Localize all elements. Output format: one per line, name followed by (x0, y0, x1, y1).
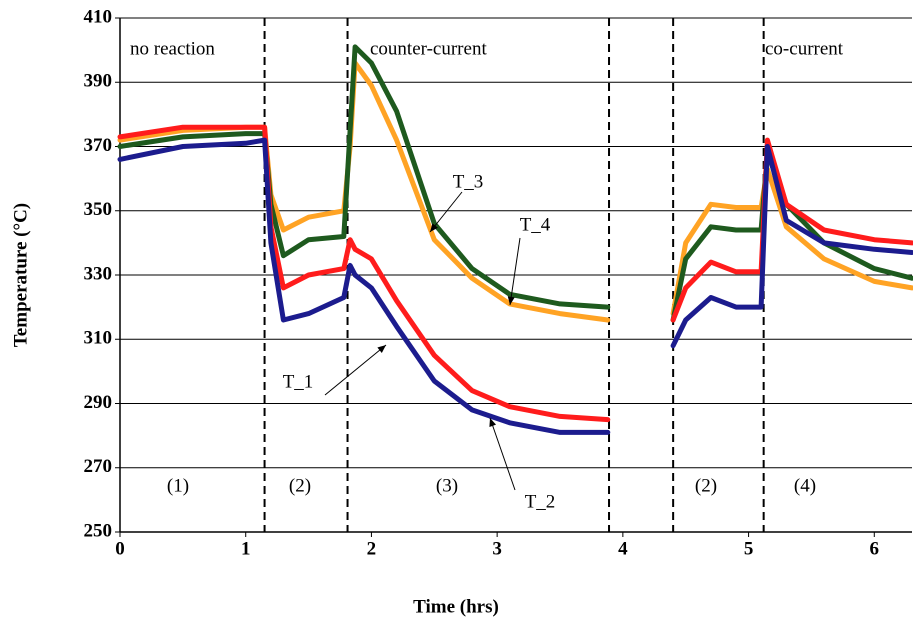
series-line (117, 60, 913, 323)
x-tick-label: 2 (367, 538, 377, 559)
phase-label: (1) (167, 475, 189, 496)
callout-arrowhead (489, 418, 497, 427)
phase-label: (2) (289, 475, 311, 496)
callout-line (429, 191, 463, 233)
x-tick-label: 0 (115, 538, 125, 559)
callout-arrowhead (507, 296, 515, 305)
series-label: T_3 (453, 171, 484, 192)
y-tick-label: 390 (84, 71, 113, 92)
x-axis-label: Time (hrs) (413, 596, 499, 617)
series-label: T_2 (525, 491, 556, 512)
series-label: T_4 (520, 214, 551, 235)
phase-label: (4) (794, 475, 816, 496)
x-tick-label: 1 (241, 538, 251, 559)
annotation: no reaction (130, 38, 215, 59)
callout-arrowhead (377, 345, 386, 353)
x-tick-label: 4 (618, 538, 628, 559)
y-tick-label: 330 (84, 263, 113, 284)
x-tick-label: 6 (870, 538, 880, 559)
callout-line (324, 344, 387, 396)
series-line (117, 124, 913, 423)
x-tick-label: 5 (744, 538, 754, 559)
callout-line (509, 237, 521, 306)
phase-label: (3) (436, 475, 458, 496)
series-line (117, 137, 913, 435)
y-tick-label: 310 (84, 328, 113, 349)
phase-label: (2) (695, 475, 717, 496)
callout-line (489, 417, 516, 491)
annotation: co-current (765, 38, 844, 59)
x-tick-label: 3 (492, 538, 502, 559)
callout-arrowhead (430, 223, 438, 232)
y-tick-label: 410 (84, 6, 113, 27)
y-tick-label: 350 (84, 199, 113, 220)
series-line (117, 44, 913, 323)
y-tick-label: 370 (84, 135, 113, 156)
y-tick-label: 270 (84, 456, 113, 477)
series-label: T_1 (283, 371, 314, 392)
annotation: counter-current (370, 38, 487, 59)
y-tick-label: 290 (84, 392, 113, 413)
y-axis-label: Temperature (°C) (10, 203, 31, 347)
y-tick-label: 250 (84, 520, 113, 541)
